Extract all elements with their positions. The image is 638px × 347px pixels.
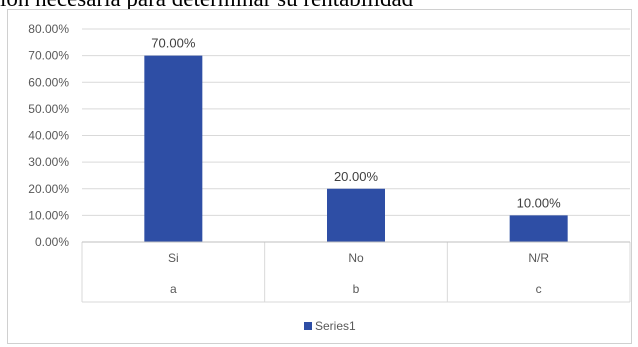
data-label: 70.00% bbox=[151, 36, 196, 51]
y-tick-label: 10.00% bbox=[28, 208, 69, 222]
category-label: Si bbox=[168, 251, 179, 265]
chart-frame bbox=[7, 9, 632, 344]
data-label: 10.00% bbox=[517, 195, 562, 210]
bar-si bbox=[144, 55, 203, 242]
y-tick-label: 60.00% bbox=[28, 75, 69, 89]
y-tick-label: 70.00% bbox=[28, 49, 69, 63]
data-label: 20.00% bbox=[334, 169, 379, 184]
bar-no bbox=[327, 188, 385, 242]
y-tick-label: 20.00% bbox=[28, 182, 69, 196]
y-tick-label: 80.00% bbox=[28, 22, 69, 36]
subcategory-label: b bbox=[353, 282, 360, 296]
bar-nr bbox=[509, 215, 568, 242]
legend-swatch bbox=[304, 322, 312, 330]
subcategory-label: a bbox=[170, 282, 177, 296]
y-tick-label: 0.00% bbox=[35, 235, 69, 249]
subcategory-label: c bbox=[536, 282, 542, 296]
category-label: No bbox=[348, 251, 364, 265]
y-tick-label: 40.00% bbox=[28, 129, 69, 143]
caption-fragment: ión necesaria para determinar su rentabi… bbox=[0, 0, 638, 14]
legend-label: Series1 bbox=[315, 319, 356, 333]
y-tick-label: 50.00% bbox=[28, 102, 69, 116]
y-tick-label: 30.00% bbox=[28, 155, 69, 169]
category-label: N/R bbox=[528, 251, 549, 265]
